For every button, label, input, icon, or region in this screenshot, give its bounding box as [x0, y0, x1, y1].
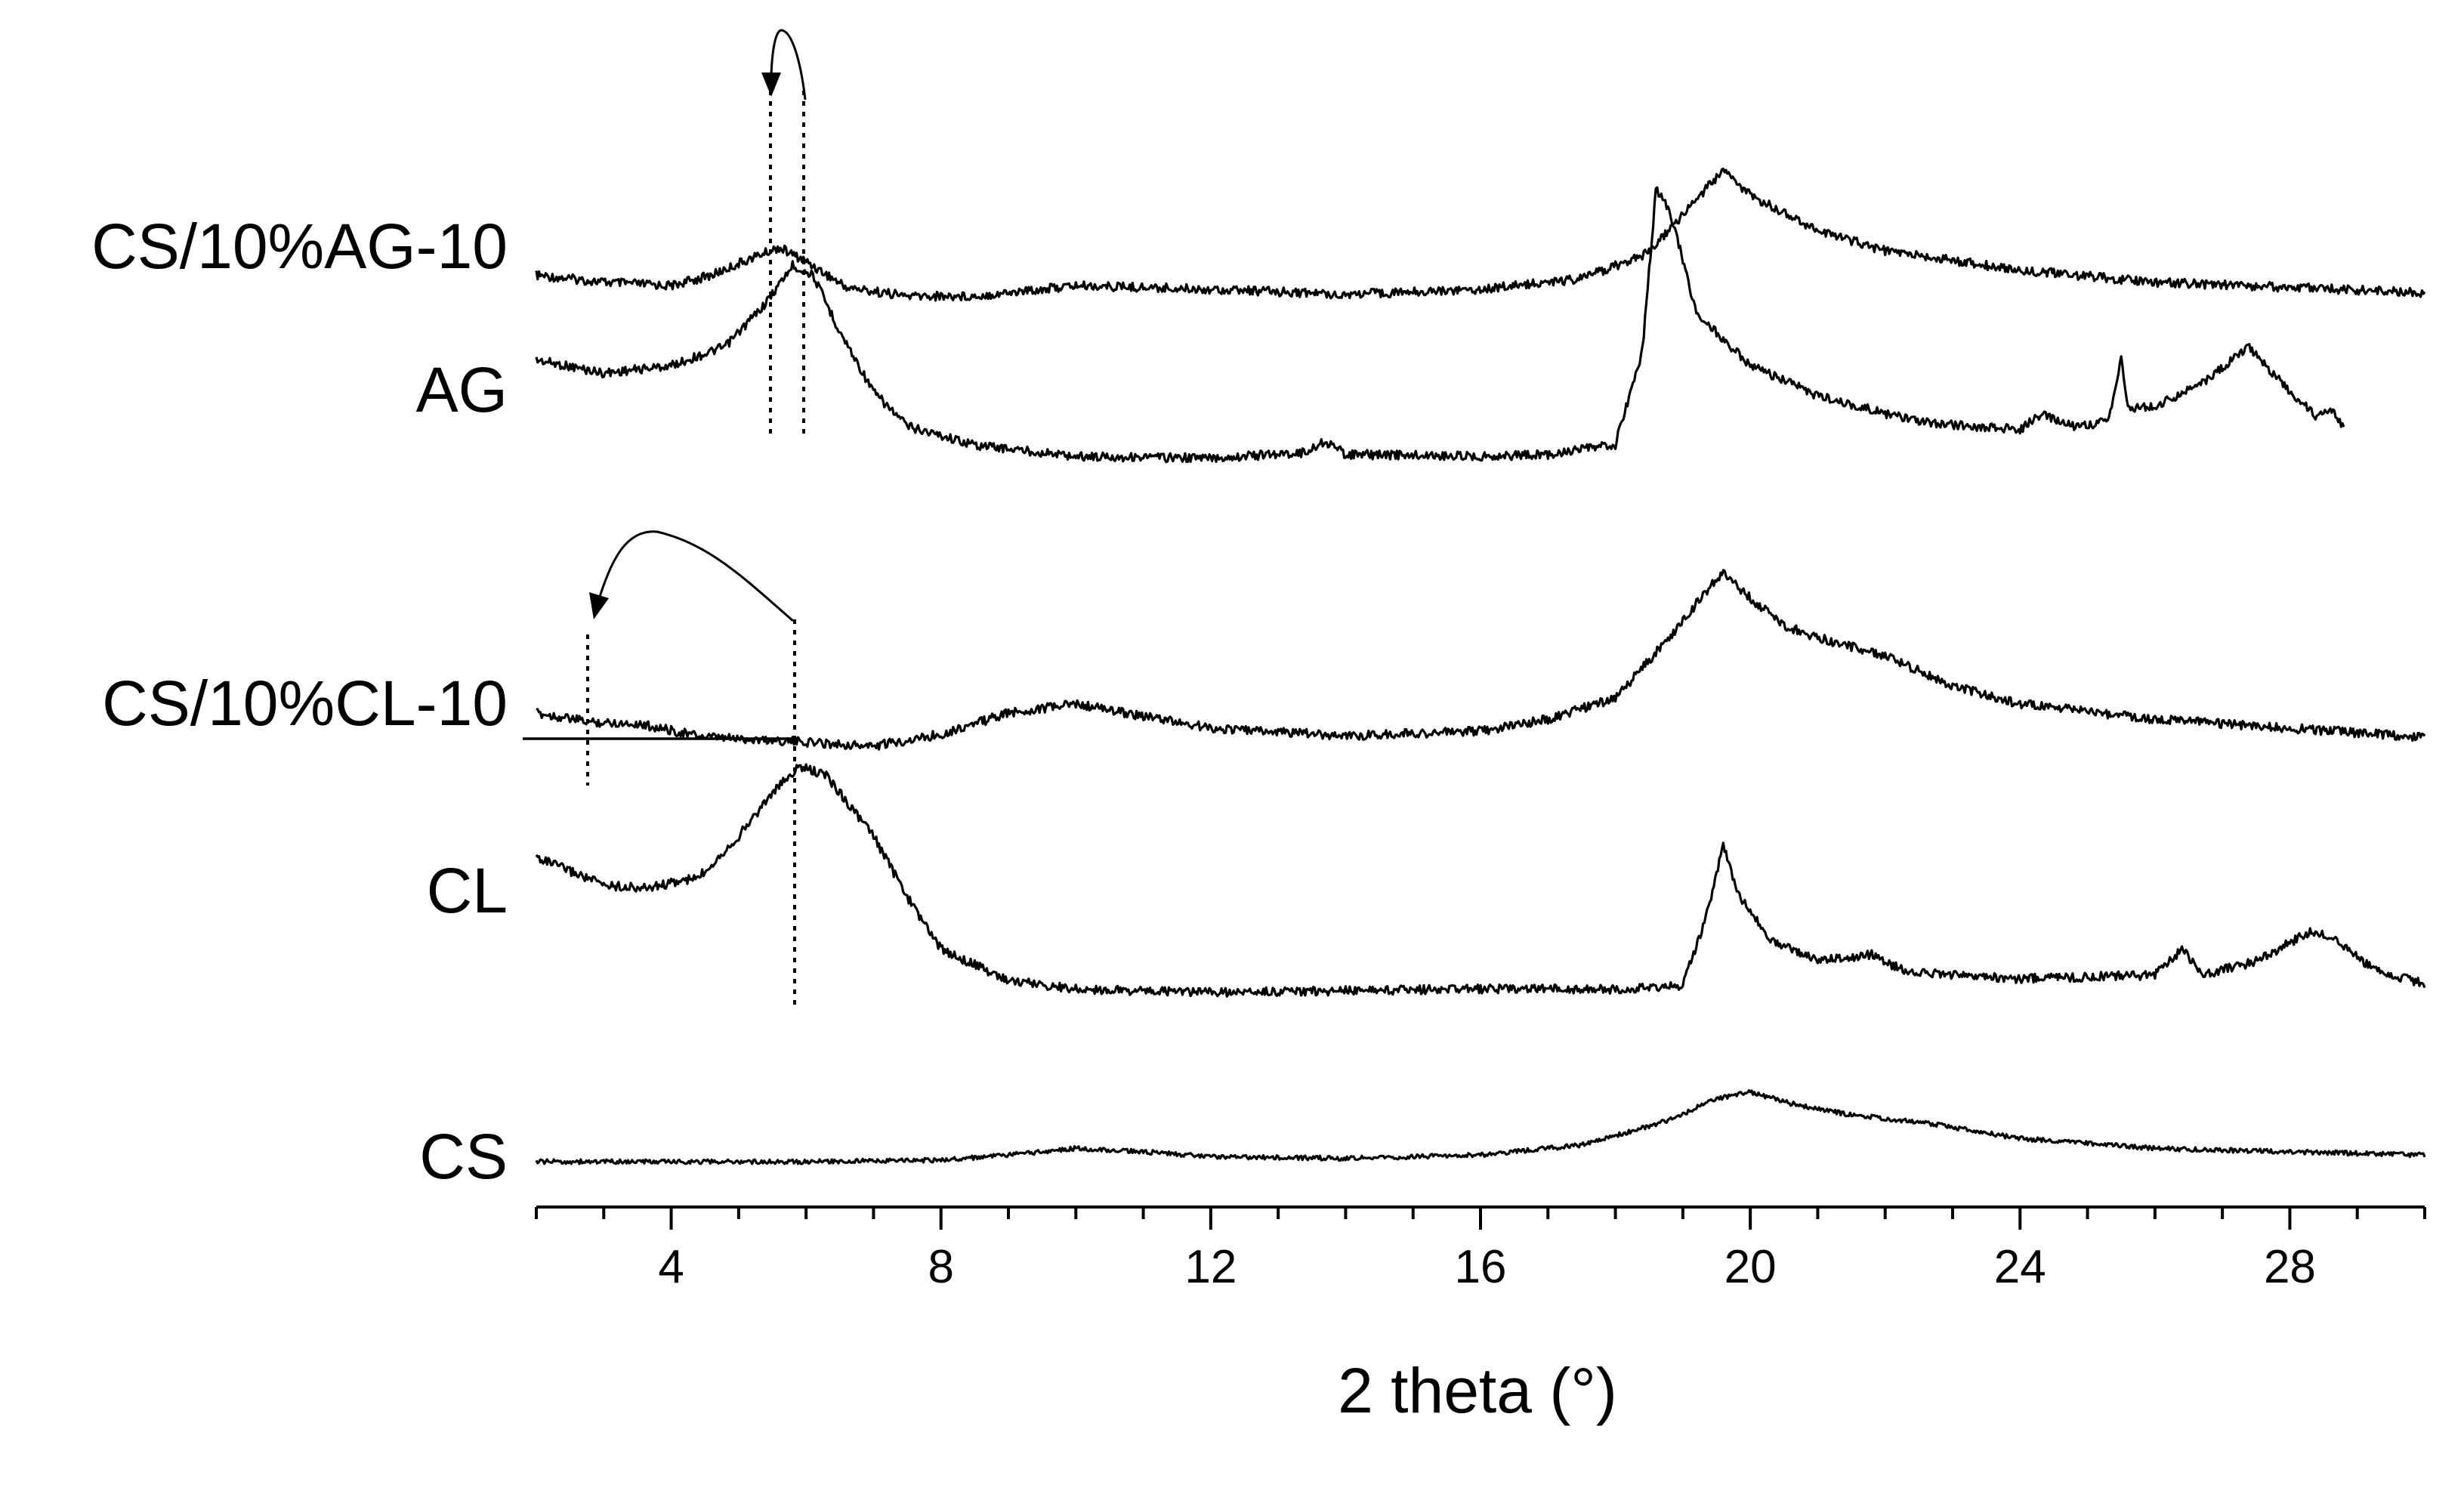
x-tick-label: 4 [658, 1241, 684, 1293]
shift-arrow-cl [598, 530, 794, 622]
arrow-head-cl [589, 592, 609, 619]
shift-arrow-ag [770, 29, 807, 100]
series-label: CS [419, 1121, 508, 1192]
trace-layer [535, 167, 2426, 1165]
series-label: CL [427, 855, 508, 926]
arrow-head-ag [761, 73, 781, 97]
x-tick-label: 12 [1184, 1241, 1237, 1293]
x-tick-label: 8 [928, 1241, 953, 1293]
series-line-cs-10-cl-10 [536, 569, 2426, 751]
x-axis-ticks: 4 8 12 16 20 24 28 [535, 1207, 2426, 1293]
series-line-cl [535, 763, 2426, 998]
series-line-cs [535, 1089, 2426, 1165]
series-label: CS/10%CL-10 [102, 668, 508, 739]
x-tick-label: 20 [1724, 1241, 1777, 1293]
x-tick-label: 28 [2264, 1241, 2316, 1293]
series-label: CS/10%AG-10 [91, 211, 508, 282]
x-tick-label: 16 [1455, 1241, 1507, 1293]
x-axis: 4 8 12 16 20 24 28 2 theta (°) [535, 1206, 2426, 1426]
annotation-layer [523, 29, 807, 1008]
series-line-ag [535, 186, 2345, 464]
trace-label-layer: CS/10%AG-10 AG CS/10%CL-10 CL CS [91, 211, 508, 1192]
x-axis-title: 2 theta (°) [1338, 1355, 1617, 1426]
series-line-cs-10-ag-10 [535, 167, 2426, 302]
series-label: AG [416, 354, 508, 425]
x-tick-label: 24 [1994, 1241, 2046, 1293]
